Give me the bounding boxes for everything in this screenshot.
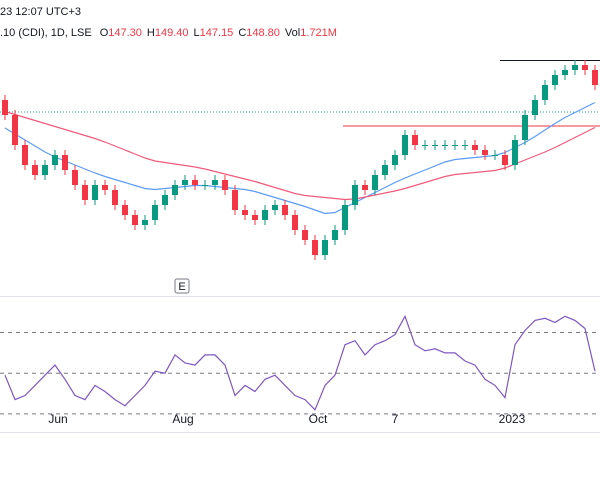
candle-body (22, 145, 28, 165)
header-quote: .10 (CDI), 1D, LSE O147.30 H149.40 L147.15 C… (0, 27, 337, 39)
candle-body (182, 180, 188, 185)
candle-body (142, 220, 148, 225)
candle-body (422, 145, 428, 146)
candle-body (572, 65, 578, 70)
candle-body (312, 240, 318, 255)
candle-body (2, 100, 8, 115)
candle-body (492, 155, 498, 156)
moving-average (4, 110, 596, 201)
x-tick-label: 7 (392, 412, 399, 426)
candle-body (112, 190, 118, 205)
candle-body (122, 205, 128, 215)
candle-body (332, 230, 338, 240)
quote-value: 147.15 (200, 27, 234, 39)
event-marker (174, 278, 190, 294)
candle-body (232, 190, 238, 210)
candle-body (272, 205, 278, 210)
candle-body (512, 140, 518, 165)
candle-body (172, 185, 178, 195)
candle-body (242, 210, 248, 215)
rsi-line (4, 314, 596, 411)
candle-body (382, 165, 388, 175)
candle-body (102, 185, 108, 190)
quote-value: 147.30 (108, 27, 142, 39)
candle-body (302, 230, 308, 240)
candle-body (52, 155, 58, 165)
candle-body (212, 180, 218, 185)
candle-body (542, 85, 548, 100)
candle-body (322, 240, 328, 255)
candle-body (432, 145, 438, 146)
x-tick-label: Jun (48, 412, 67, 426)
candle-body (372, 175, 378, 190)
candle-body (42, 165, 48, 175)
event-marker-label: E (178, 281, 185, 293)
candle-body (202, 185, 208, 186)
candle-body (342, 205, 348, 230)
candle-body (592, 70, 598, 85)
candle-body (282, 205, 288, 215)
candle-body (222, 180, 228, 190)
candle-body (32, 165, 38, 175)
candle-body (452, 145, 458, 146)
candle-body (522, 115, 528, 140)
candle-body (462, 145, 468, 146)
quote-value: 1.721M (300, 27, 337, 39)
candle-body (362, 185, 368, 190)
candle-body (192, 180, 198, 185)
candle-body (482, 150, 488, 155)
x-tick-label: 2023 (499, 412, 526, 426)
candle-body (562, 70, 568, 75)
quote-value: 148.80 (246, 27, 280, 39)
candle-body (132, 215, 138, 225)
candle-body (12, 115, 18, 145)
quote-key: O (100, 27, 109, 39)
candle-body (402, 135, 408, 155)
candle-body (352, 185, 358, 205)
x-tick-label: Aug (172, 412, 193, 426)
candle-body (62, 155, 68, 170)
candle-body (472, 145, 478, 150)
quote-value: 149.40 (155, 27, 189, 39)
symbol: .10 (CDI), 1D, LSE (0, 27, 92, 39)
candle-body (392, 155, 398, 165)
candle-body (412, 135, 418, 145)
candle-body (582, 65, 588, 70)
candle-body (152, 205, 158, 220)
candle-body (442, 145, 448, 146)
quote-key: L (194, 27, 200, 39)
quote-key: Vol (285, 27, 300, 39)
candle-body (252, 215, 258, 220)
header-time: 23 12:07 UTC+3 (0, 6, 81, 18)
candle-body (162, 195, 168, 205)
x-tick-label: Oct (309, 412, 328, 426)
candle-body (532, 100, 538, 115)
candle-body (82, 185, 88, 200)
quote-key: C (238, 27, 246, 39)
candle-body (72, 170, 78, 185)
candle-body (262, 210, 268, 220)
candle-body (292, 215, 298, 230)
quote-key: H (147, 27, 155, 39)
candle-body (92, 185, 98, 200)
candle-body (552, 75, 558, 85)
candle-body (502, 155, 508, 165)
